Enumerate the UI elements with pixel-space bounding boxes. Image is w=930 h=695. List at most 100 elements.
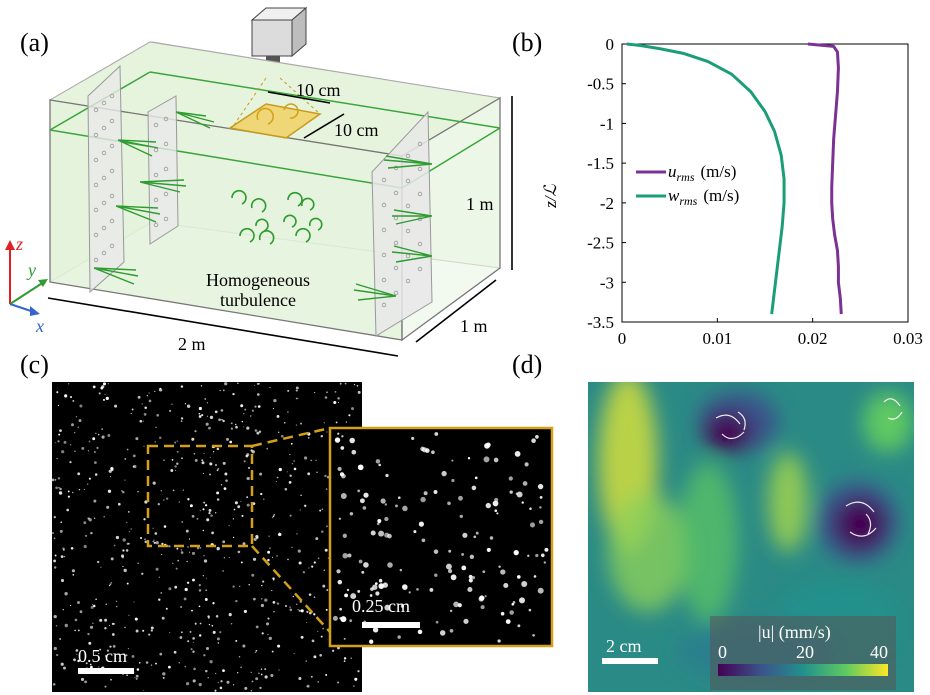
particle-dot — [208, 512, 211, 515]
particle-dot — [188, 551, 191, 553]
particle-dot — [498, 565, 501, 568]
particle-dot — [122, 565, 124, 568]
particle-dot — [459, 514, 463, 519]
particle-dot — [168, 409, 172, 413]
particle-dot — [485, 502, 491, 509]
particle-dot — [60, 662, 64, 666]
particle-dot — [384, 516, 389, 522]
scale-bar-zoom — [362, 622, 420, 628]
colorbar-tick-0: 0 — [718, 642, 727, 662]
particle-dot — [183, 597, 187, 601]
particle-dot — [322, 584, 326, 588]
particle-dot — [306, 610, 309, 614]
particle-dot — [87, 517, 90, 520]
particle-dot — [198, 415, 202, 418]
particle-dot — [418, 521, 425, 527]
particle-dot — [509, 490, 513, 494]
particle-dot — [104, 627, 107, 630]
particle-dot — [92, 437, 96, 441]
particle-dot — [416, 588, 419, 591]
particle-dot — [101, 428, 104, 430]
particle-dot — [216, 637, 220, 641]
center-label-1: Homogeneous — [206, 270, 310, 290]
particle-dot — [251, 409, 254, 412]
particle-dot — [105, 396, 109, 401]
particle-dot — [154, 441, 156, 443]
particle-dot — [272, 515, 275, 518]
particle-dot — [337, 466, 342, 471]
particle-dot — [375, 591, 380, 596]
particle-dot — [284, 487, 288, 491]
particle-dot — [224, 472, 228, 476]
particle-dot — [126, 521, 128, 524]
particle-dot — [228, 613, 232, 617]
particle-dot — [89, 625, 94, 629]
particle-dot — [306, 685, 308, 687]
particle-dot — [180, 549, 183, 551]
particle-dot — [211, 531, 214, 535]
particle-dot — [217, 642, 220, 644]
particle-dot — [134, 677, 136, 679]
particle-dot — [140, 537, 142, 539]
particle-dot — [108, 584, 111, 587]
scale-label-velocity: 2 cm — [606, 636, 642, 656]
particle-dot — [69, 461, 72, 464]
particle-dot — [199, 634, 202, 637]
particle-dot — [146, 395, 148, 397]
particle-dot — [255, 677, 259, 681]
particle-dot — [338, 517, 342, 520]
particle-dot — [300, 609, 304, 613]
particle-dot — [344, 593, 349, 598]
particle-dot — [347, 553, 352, 558]
particle-dot — [192, 641, 194, 643]
particle-dot — [247, 466, 251, 469]
particle-dot — [67, 490, 70, 493]
particle-dot — [219, 686, 223, 690]
particle-dot — [76, 653, 78, 655]
particle-dot — [143, 413, 147, 416]
x-tick-label: 0.02 — [798, 329, 828, 348]
particle-dot — [206, 415, 208, 417]
particle-dot — [327, 557, 329, 559]
particle-dot — [445, 563, 452, 570]
particle-dot — [362, 506, 367, 510]
particle-dot — [317, 557, 320, 560]
panel-label-d: (d) — [512, 350, 543, 379]
particle-dot — [516, 575, 521, 579]
particle-dot — [202, 508, 205, 511]
particle-dot — [122, 490, 125, 494]
particle-dot — [509, 610, 515, 615]
panel-label-b: (b) — [512, 28, 543, 57]
particle-dot — [194, 458, 198, 462]
particle-dot — [191, 437, 195, 441]
particle-dot — [159, 652, 163, 656]
particle-dot — [81, 446, 85, 450]
particle-dot — [196, 517, 199, 520]
y-tick-label: -3 — [600, 273, 614, 292]
particle-dot — [208, 617, 210, 619]
particle-dot — [240, 500, 242, 502]
particle-dot — [276, 414, 280, 418]
particle-dot — [223, 557, 226, 559]
y-tick-label: -1 — [600, 114, 614, 133]
particle-dot — [240, 404, 244, 408]
particle-dot — [194, 430, 197, 433]
particle-dot — [348, 414, 351, 417]
velocity-field-panel: 2 cm |u| (mm/s) 0 20 40 — [588, 382, 914, 692]
particle-dot — [522, 481, 528, 486]
particle-dot — [109, 583, 112, 585]
particle-dot — [260, 673, 263, 676]
particle-dot — [107, 434, 111, 437]
particle-dot — [155, 541, 159, 545]
particle-dot — [191, 609, 193, 612]
particle-dot — [531, 438, 536, 443]
particle-dot — [180, 417, 184, 420]
particle-dot — [471, 485, 477, 491]
particle-dot — [289, 514, 292, 517]
particle-dot — [125, 654, 128, 657]
particle-dot — [178, 501, 180, 503]
particle-dot — [300, 494, 302, 496]
particle-dot — [154, 390, 156, 393]
particle-dot — [256, 431, 260, 435]
particle-dot — [60, 521, 63, 524]
